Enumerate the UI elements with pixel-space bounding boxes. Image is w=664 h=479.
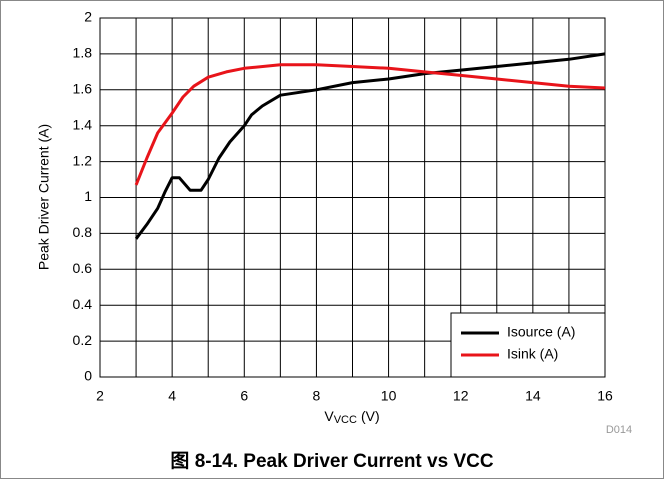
y-tick-label: 0.2 <box>73 332 93 348</box>
y-tick-label: 0.8 <box>73 224 93 240</box>
y-tick-label: 1 <box>84 188 92 204</box>
x-tick-label: 12 <box>453 388 469 404</box>
series-line <box>134 52 606 240</box>
y-tick-label: 2 <box>84 9 92 25</box>
series-line <box>134 63 606 186</box>
y-tick-label: 0 <box>84 368 92 384</box>
legend-label: Isource (A) <box>507 324 575 340</box>
x-tick-label: 14 <box>525 388 541 404</box>
y-axis-label: Peak Driver Current (A) <box>36 124 52 270</box>
x-tick-label: 4 <box>168 388 176 404</box>
note: D014 <box>606 424 632 436</box>
x-tick-label: 2 <box>96 388 104 404</box>
x-label-sub: VCC <box>334 414 357 426</box>
y-tick-label: 0.6 <box>73 260 93 276</box>
y-tick-label: 1.4 <box>73 116 93 132</box>
legend-box <box>450 312 606 378</box>
x-tick-label: 16 <box>597 388 613 404</box>
x-tick-label: 10 <box>381 388 397 404</box>
x-tick-label: 6 <box>240 388 248 404</box>
plot-border <box>99 17 606 378</box>
y-tick-label: 1.2 <box>73 152 93 168</box>
x-label-unit: (V) <box>361 408 380 424</box>
legend-label: Isink (A) <box>507 346 558 362</box>
y-tick-label: 1.8 <box>73 45 93 61</box>
x-tick-label: 8 <box>313 388 321 404</box>
x-label-main: V <box>324 408 334 424</box>
y-tick-label: 1.6 <box>73 81 93 97</box>
caption: 图 8-14. Peak Driver Current vs VCC <box>170 450 493 472</box>
y-tick-label: 0.4 <box>73 296 93 312</box>
x-axis-label: VVCC (V) <box>324 408 379 426</box>
